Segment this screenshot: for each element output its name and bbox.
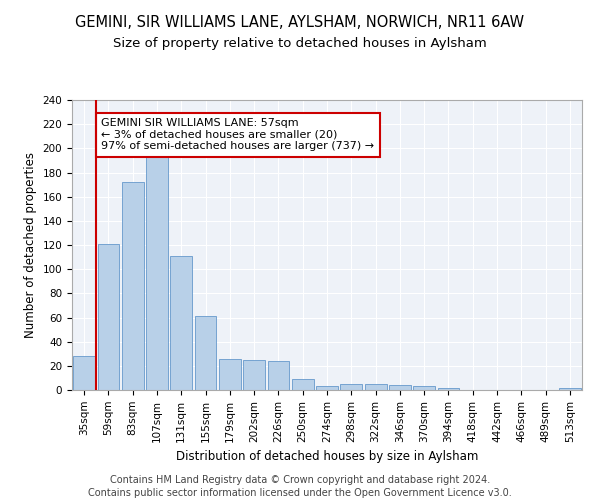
Bar bbox=[340, 384, 362, 390]
Bar bbox=[559, 388, 581, 390]
Bar bbox=[146, 152, 168, 390]
Bar bbox=[437, 388, 460, 390]
Bar bbox=[194, 316, 217, 390]
Bar bbox=[413, 386, 435, 390]
Text: Contains HM Land Registry data © Crown copyright and database right 2024.: Contains HM Land Registry data © Crown c… bbox=[110, 475, 490, 485]
Text: Size of property relative to detached houses in Aylsham: Size of property relative to detached ho… bbox=[113, 38, 487, 51]
Bar bbox=[243, 360, 265, 390]
Bar bbox=[73, 356, 95, 390]
Text: GEMINI, SIR WILLIAMS LANE, AYLSHAM, NORWICH, NR11 6AW: GEMINI, SIR WILLIAMS LANE, AYLSHAM, NORW… bbox=[76, 15, 524, 30]
Bar bbox=[268, 361, 289, 390]
Bar bbox=[122, 182, 143, 390]
Bar bbox=[292, 379, 314, 390]
Text: GEMINI SIR WILLIAMS LANE: 57sqm
← 3% of detached houses are smaller (20)
97% of : GEMINI SIR WILLIAMS LANE: 57sqm ← 3% of … bbox=[101, 118, 374, 152]
Bar bbox=[170, 256, 192, 390]
Bar bbox=[389, 385, 411, 390]
Text: Contains public sector information licensed under the Open Government Licence v3: Contains public sector information licen… bbox=[88, 488, 512, 498]
X-axis label: Distribution of detached houses by size in Aylsham: Distribution of detached houses by size … bbox=[176, 450, 478, 463]
Bar bbox=[219, 358, 241, 390]
Bar bbox=[316, 386, 338, 390]
Bar bbox=[365, 384, 386, 390]
Y-axis label: Number of detached properties: Number of detached properties bbox=[24, 152, 37, 338]
Bar bbox=[97, 244, 119, 390]
